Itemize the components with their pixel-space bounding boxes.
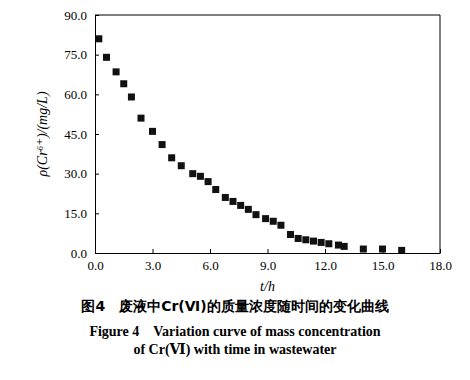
point <box>178 162 185 169</box>
tick-mark <box>268 249 269 253</box>
chart: 0.0 3.0 6.0 9.0 12.0 15.0 18.0 0.0 15.0 30.0 45.0 6… <box>0 0 470 380</box>
tick-label: 45.0 <box>64 127 87 142</box>
point <box>120 80 127 87</box>
x-axis-title: t/h <box>260 279 275 294</box>
point <box>287 231 294 238</box>
point <box>325 240 332 247</box>
tick-mark <box>95 55 99 56</box>
subtitle: of Cr(Ⅵ) with time in wastewater <box>133 342 336 358</box>
axis-line <box>96 253 441 254</box>
tick: 3.0 <box>145 249 161 273</box>
tick-mark <box>325 249 326 253</box>
point <box>302 236 309 243</box>
point <box>168 154 175 161</box>
tick: 60.0 <box>64 87 99 102</box>
tick-mark <box>210 249 211 253</box>
tick: 75.0 <box>64 47 99 62</box>
tick-label: 15.0 <box>64 206 87 221</box>
point <box>128 93 135 100</box>
tick-label: 0.0 <box>71 246 87 261</box>
tick: 15.0 <box>372 249 395 273</box>
point <box>379 246 386 253</box>
tick: 45.0 <box>64 127 99 142</box>
tick: 6.0 <box>202 249 218 273</box>
point <box>230 198 237 205</box>
tick: 30.0 <box>64 166 99 181</box>
tick-mark <box>95 15 99 16</box>
subtitle: Figure 4 Variation curve of mass concent… <box>89 324 380 339</box>
point <box>189 170 196 177</box>
point <box>95 35 102 42</box>
tick-label: 12.0 <box>314 258 337 273</box>
tick: 0.0 <box>71 246 99 261</box>
point <box>398 247 405 253</box>
tick-mark <box>95 134 99 135</box>
point <box>262 215 269 222</box>
tick-label: 3.0 <box>145 258 161 273</box>
frame <box>95 15 440 16</box>
point <box>138 115 145 122</box>
tick-label: 75.0 <box>64 47 87 62</box>
point <box>197 173 204 180</box>
point <box>341 243 348 250</box>
tick-label: 15.0 <box>372 258 395 273</box>
tick-label: 18.0 <box>429 258 452 273</box>
tick-mark <box>153 249 154 253</box>
tick-mark <box>440 249 441 253</box>
point <box>149 128 156 135</box>
point <box>360 246 367 253</box>
point <box>237 202 244 209</box>
point <box>159 141 166 148</box>
y-axis-title: ρ(Cr⁶⁺)/(mg/L) <box>35 91 51 177</box>
tick-label: 6.0 <box>202 258 218 273</box>
point <box>222 194 229 201</box>
point <box>113 68 120 75</box>
frame <box>440 15 441 253</box>
tick-label: 90.0 <box>64 8 87 23</box>
point <box>318 239 325 246</box>
point <box>212 186 219 193</box>
tick-label: 9.0 <box>260 258 276 273</box>
tick-label: 60.0 <box>64 87 87 102</box>
point <box>295 235 302 242</box>
title: 图4 废液中Cr(Ⅵ)的质量浓度随时间的变化曲线 <box>81 298 388 314</box>
tick: 90.0 <box>64 8 99 23</box>
tick: 12.0 <box>314 249 337 273</box>
tick: 15.0 <box>64 206 99 221</box>
point <box>205 178 212 185</box>
tick-mark <box>95 174 99 175</box>
tick: 9.0 <box>260 249 276 273</box>
points <box>95 35 405 253</box>
point <box>245 206 252 213</box>
point <box>253 211 260 218</box>
point <box>270 218 277 225</box>
tick-label: 0.0 <box>87 258 103 273</box>
point <box>310 238 317 245</box>
tick-mark <box>95 213 99 214</box>
point <box>103 54 110 61</box>
y-axis: 0.0 15.0 30.0 45.0 60.0 75.0 90.0 <box>64 8 99 261</box>
plot: 0.0 3.0 6.0 9.0 12.0 15.0 18.0 0.0 15.0 30.0 45.0 6… <box>64 8 452 274</box>
tick-label: 30.0 <box>64 166 87 181</box>
tick-mark <box>95 94 99 95</box>
x-axis: 0.0 3.0 6.0 9.0 12.0 15.0 18.0 <box>87 249 452 273</box>
tick-mark <box>95 253 99 254</box>
point <box>277 222 284 229</box>
tick: 18.0 <box>429 249 452 273</box>
